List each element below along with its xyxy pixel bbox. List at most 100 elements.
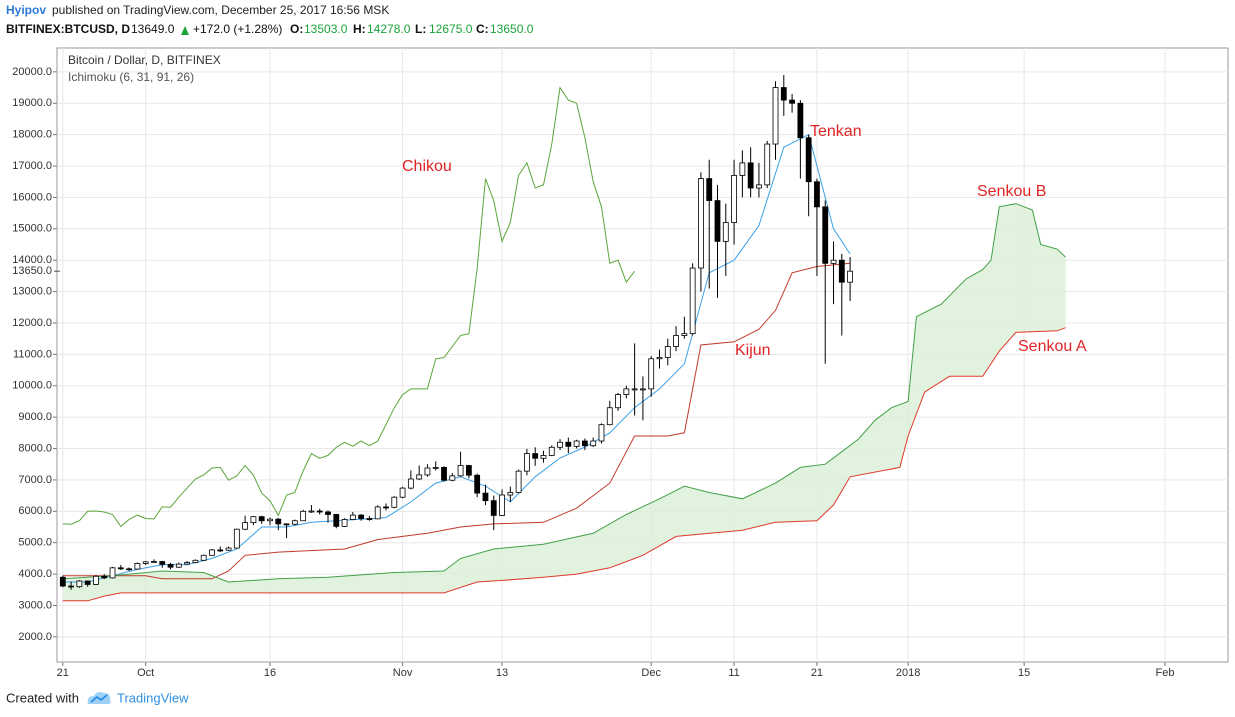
candle-body [366, 518, 373, 520]
x-tick-label: 2018 [896, 667, 920, 679]
cloud-fill [62, 203, 1066, 601]
y-tick-label: 10000.0 [12, 380, 52, 392]
candle-body [640, 388, 646, 391]
candle-body [490, 500, 497, 516]
candle-body [349, 514, 356, 520]
candle-body [623, 388, 630, 395]
ohlc-value: 13650.0 [490, 22, 534, 36]
candle-body [84, 580, 91, 585]
candle-body [656, 357, 663, 360]
ohlc-value: 14278.0 [367, 22, 411, 36]
candle-body [399, 487, 406, 498]
candle-body [333, 514, 340, 527]
candle-body [242, 522, 249, 530]
candle-body [582, 440, 588, 447]
candle-body [573, 440, 580, 447]
x-tick-label: Dec [641, 667, 661, 679]
candle-body [830, 259, 837, 264]
footer-text: Created with [6, 690, 79, 705]
candle-body [416, 474, 423, 480]
candle-body [523, 453, 530, 472]
candle-body [673, 335, 679, 347]
candle-body [499, 494, 505, 516]
x-tick-label: Feb [1156, 667, 1175, 679]
candle-body [283, 523, 290, 526]
candle-body [532, 453, 539, 459]
ohlc: O: 13503.0 H: 14278.0 L: 12675.0 C: 13650.0 [290, 22, 534, 36]
plot [59, 74, 1066, 602]
brand-icon[interactable] [87, 692, 111, 704]
candle-body [457, 465, 464, 477]
candle-body [126, 568, 132, 571]
last-price-label: 13650.0 [12, 265, 52, 277]
candle-body [698, 178, 704, 269]
candle-body [615, 394, 621, 409]
candle-body [225, 547, 232, 551]
candle-body [449, 475, 456, 481]
candle-body [764, 143, 771, 186]
candle-body [739, 162, 746, 176]
ohlc-key: C: [476, 22, 489, 36]
candle-body [151, 561, 157, 563]
candle-body [772, 87, 779, 145]
ohlc-key: H: [353, 22, 366, 36]
candle-body [482, 492, 489, 502]
candle-body [407, 478, 414, 489]
candle-body [291, 520, 298, 525]
plot-frame [56, 47, 1229, 663]
y-tick-label: 8000.0 [18, 442, 52, 454]
candle-body [76, 580, 83, 588]
x-tick-label: 21 [811, 667, 823, 679]
icon-line [90, 694, 108, 703]
x-tick-label: Nov [393, 667, 413, 679]
price: 13649.0 [131, 22, 175, 36]
candle-body [706, 178, 713, 201]
x-tick-label: 16 [264, 667, 276, 679]
chart-subtitle: Ichimoku (6, 31, 91, 26) [68, 70, 194, 84]
candle-body [192, 559, 199, 563]
candle-body [474, 474, 481, 494]
y-tick-label: 17000.0 [12, 160, 52, 172]
candle-body [391, 496, 398, 508]
y-tick-label: 12000.0 [12, 317, 52, 329]
candle-body [109, 567, 116, 579]
candle-body [93, 575, 99, 585]
candle-body [250, 516, 257, 524]
candle-body [184, 562, 191, 565]
y-tick-label: 20000.0 [12, 66, 52, 78]
ohlc-key: L: [415, 22, 426, 36]
author[interactable]: Hyipov [6, 3, 46, 17]
candle-body [780, 87, 787, 101]
candle-body [731, 175, 737, 223]
candle-body [722, 222, 729, 242]
candle-body [631, 388, 638, 391]
candle-body [68, 585, 74, 588]
candle-body [432, 466, 439, 469]
candle-body [441, 466, 447, 481]
candle-body [689, 267, 696, 335]
candle-body [159, 561, 166, 565]
candle-body [383, 506, 389, 509]
ohlc-value: 12675.0 [429, 22, 473, 36]
ohlc-value: 13503.0 [304, 22, 348, 36]
y-tick-label: 7000.0 [18, 474, 52, 486]
x-tick-label: 15 [1018, 667, 1030, 679]
y-tick-label: 4000.0 [18, 568, 52, 580]
y-tick-label: 9000.0 [18, 411, 52, 423]
candle-body [101, 575, 108, 579]
candle-body [374, 506, 381, 520]
published: published on TradingView.com, December 2… [52, 3, 389, 17]
y-tick-label: 15000.0 [12, 223, 52, 235]
footer-brand[interactable]: TradingView [117, 690, 189, 705]
x-tick-label: Oct [137, 667, 154, 679]
candle-body [565, 441, 572, 447]
chart-title: Bitcoin / Dollar, D, BITFINEX [68, 53, 221, 67]
y-tick-label: 18000.0 [12, 129, 52, 141]
indicator-line [62, 203, 1066, 583]
y-tick-label: 16000.0 [12, 191, 52, 203]
candle-body [308, 510, 315, 513]
change: +172.0 (+1.28%) [193, 22, 282, 36]
candle-body [664, 346, 671, 358]
